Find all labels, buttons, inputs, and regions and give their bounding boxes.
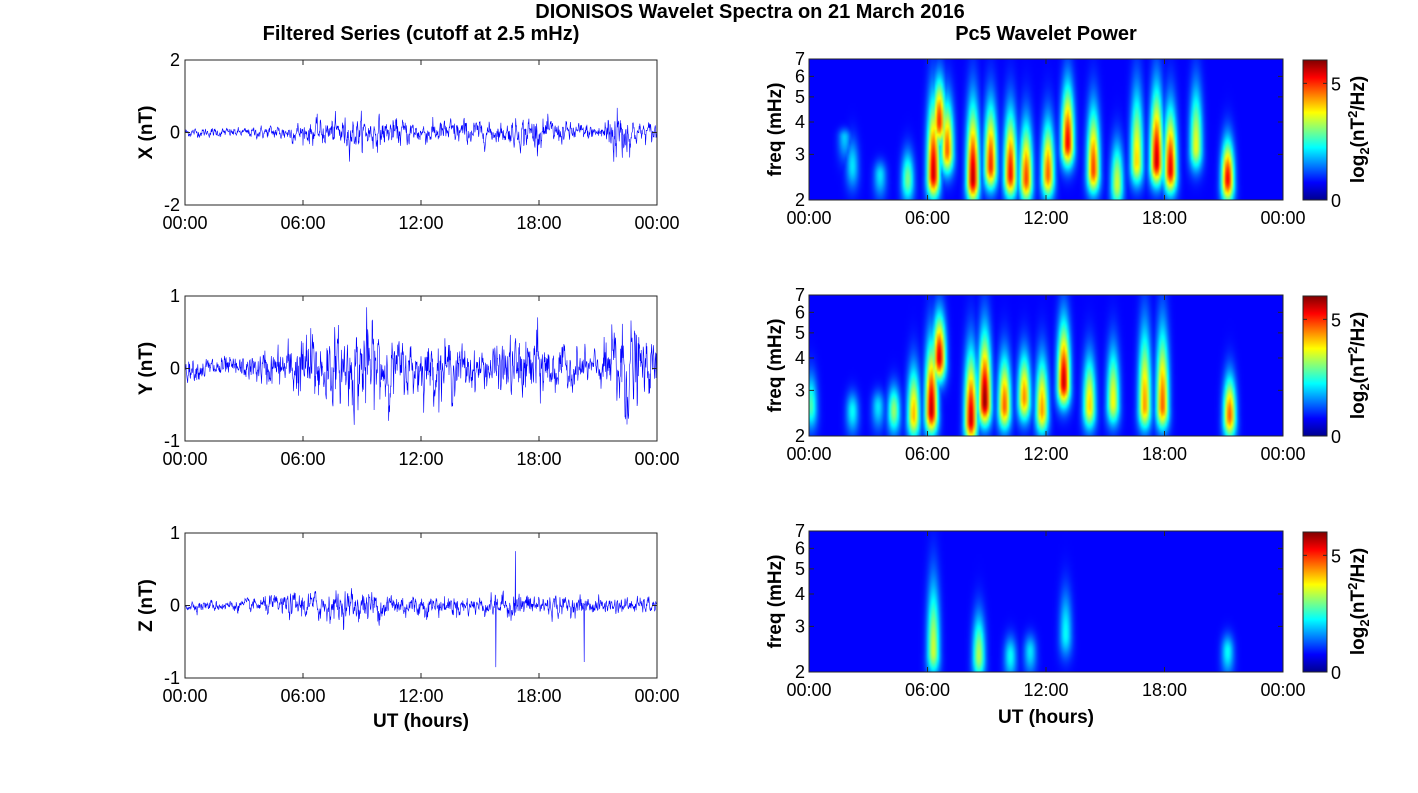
wavelet-xtick-label: 06:00 [905,680,950,700]
series-ytick-label: 1 [170,523,180,543]
wavelet-xtick-label: 12:00 [1023,680,1068,700]
colorbar-gradient-y [1303,296,1327,436]
series-ytick-label: 0 [170,596,180,616]
colorbar-label-z: log2(nT2/Hz) [1345,548,1372,655]
series-xtick-label: 18:00 [516,449,561,469]
series-panel-z: -1 0 1 00:00 06:00 12:00 18:00 00:00 Z (nT) [136,523,680,706]
series-ytick-label: 1 [170,286,180,306]
series-panel-x: -2 0 2 00:00 06:00 12:00 18:00 00:00 X (nT) [136,50,680,233]
wavelet-ytick-label: 5 [795,559,805,579]
wavelet-xtick-label: 12:00 [1023,208,1068,228]
colorbar-frame [1302,59,1328,201]
series-xtick-label: 00:00 [162,449,207,469]
wavelet-xtick-label: 12:00 [1023,444,1068,464]
wavelet-ylabel-x: freq (mHz) [765,83,786,177]
wavelet-ytick-label: 2 [795,662,805,682]
series-ytick-label: 2 [170,50,180,70]
wavelet-xtick-label: 18:00 [1142,680,1187,700]
series-ytick-label: -1 [164,431,180,451]
wavelet-ytick-label: 2 [795,190,805,210]
colorbar-gradient-x [1303,60,1327,200]
wavelet-ytick-label: 7 [795,285,805,305]
series-ytick-label: -1 [164,668,180,688]
series-line-y [184,307,658,425]
series-ytick-label: 0 [170,123,180,143]
colorbar-tick-label: 5 [1331,74,1341,94]
colorbar-frame [1302,295,1328,437]
wavelet-xtick-label: 18:00 [1142,208,1187,228]
series-xtick-label: 18:00 [516,686,561,706]
series-panel-y: -1 0 1 00:00 06:00 12:00 18:00 00:00 Y (nT) [136,286,680,469]
wavelet-xtick-label: 00:00 [1260,444,1305,464]
wavelet-power-image-x [809,59,1283,200]
series-ytick-label: -2 [164,195,180,215]
colorbar-tick-label: 0 [1331,663,1341,683]
wavelet-ytick-label: 6 [795,66,805,86]
colorbar-label-y: log2(nT2/Hz) [1345,312,1372,419]
series-xtick-label: 18:00 [516,213,561,233]
series-xtick-label: 00:00 [634,686,679,706]
wavelet-ytick-label: 2 [795,426,805,446]
right-xlabel: UT (hours) [998,707,1094,728]
wavelet-ytick-label: 4 [795,348,805,368]
wavelet-ytick-label: 3 [795,616,805,636]
wavelet-xtick-label: 06:00 [905,444,950,464]
left-column-title: Filtered Series (cutoff at 2.5 mHz) [263,23,580,45]
wavelet-ylabel-z: freq (mHz) [765,555,786,649]
series-ylabel-y: Y (nT) [136,342,157,395]
series-xtick-label: 12:00 [398,213,443,233]
series-ylabel-x: X (nT) [136,106,157,160]
colorbar-gradient-z [1303,532,1327,672]
series-xtick-label: 06:00 [280,213,325,233]
wavelet-ylabel-y: freq (mHz) [765,319,786,413]
wavelet-ytick-label: 6 [795,302,805,322]
colorbar-tick-label: 0 [1331,427,1341,447]
wavelet-ytick-label: 3 [795,380,805,400]
series-xtick-label: 00:00 [162,686,207,706]
wavelet-ytick-label: 6 [795,538,805,558]
wavelet-xtick-label: 00:00 [786,680,831,700]
wavelet-ytick-label: 3 [795,144,805,164]
colorbar-tick-label: 0 [1331,191,1341,211]
colorbar-tick-label: 5 [1331,310,1341,330]
colorbar-tick-label: 5 [1331,546,1341,566]
series-xtick-label: 06:00 [280,449,325,469]
wavelet-ytick-label: 7 [795,521,805,541]
wavelet-ytick-label: 7 [795,49,805,69]
series-xtick-label: 12:00 [398,449,443,469]
wavelet-power-image-z [809,531,1283,672]
wavelet-power-image-y [809,295,1283,436]
series-xtick-label: 00:00 [634,449,679,469]
wavelet-ytick-label: 4 [795,112,805,132]
wavelet-xtick-label: 18:00 [1142,444,1187,464]
wavelet-xtick-label: 00:00 [1260,208,1305,228]
wavelet-xtick-label: 00:00 [786,444,831,464]
colorbar-frame [1302,531,1328,673]
series-ytick-label: 0 [170,359,180,379]
wavelet-ytick-label: 5 [795,87,805,107]
series-line-z [184,551,658,668]
series-ylabel-z: Z (nT) [136,579,157,632]
colorbar-label-x: log2(nT2/Hz) [1345,76,1372,183]
wavelet-ytick-label: 4 [795,584,805,604]
figure-suptitle: DIONISOS Wavelet Spectra on 21 March 201… [535,1,964,23]
wavelet-xtick-label: 00:00 [1260,680,1305,700]
series-xtick-label: 06:00 [280,686,325,706]
wavelet-xtick-label: 06:00 [905,208,950,228]
wavelet-ytick-label: 5 [795,323,805,343]
right-column-title: Pc5 Wavelet Power [955,23,1137,45]
series-xtick-label: 00:00 [634,213,679,233]
series-line-x [184,107,658,162]
series-xtick-label: 12:00 [398,686,443,706]
left-xlabel: UT (hours) [373,711,469,732]
wavelet-xtick-label: 00:00 [786,208,831,228]
series-xtick-label: 00:00 [162,213,207,233]
